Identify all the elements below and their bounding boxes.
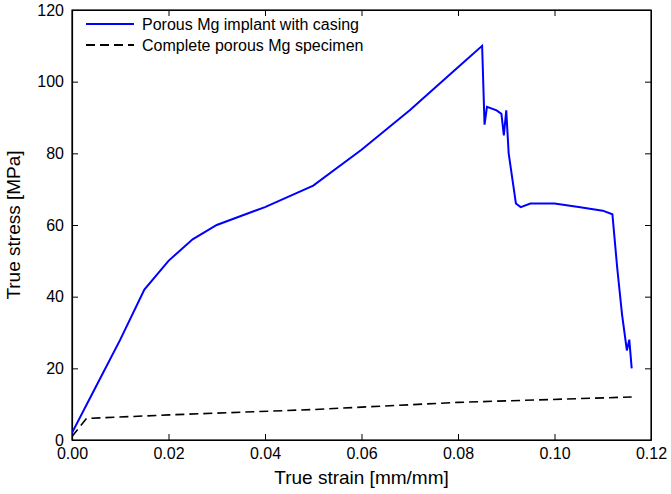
- y-right-tick: [645, 153, 651, 154]
- legend: Porous Mg implant with casing Complete po…: [86, 16, 363, 54]
- x-tick-label: 0.04: [250, 445, 281, 462]
- y-axis-title: True stress [MPa]: [3, 150, 24, 299]
- y-tick: 120: [37, 2, 78, 19]
- y-tick-mark: [72, 225, 78, 226]
- y-tick: 60: [46, 217, 78, 234]
- x-axis-line: [73, 440, 652, 441]
- y-right-tick: [645, 297, 651, 298]
- legend-item: Porous Mg implant with casing: [86, 16, 359, 33]
- y-axis-right: [645, 11, 652, 441]
- x-tick-mark: [265, 434, 266, 440]
- x-tick: 0.04: [250, 434, 281, 462]
- x-tick-mark: [169, 434, 170, 440]
- y-right-tick: [645, 368, 651, 369]
- y-right-tick-mark: [645, 368, 651, 369]
- y-tick: 100: [37, 73, 78, 90]
- plot-frame: [72, 10, 651, 440]
- x-top-tick-mark: [362, 10, 363, 16]
- series-group: [72, 46, 632, 437]
- plot: 0.000.020.040.060.080.100.12020406080100…: [37, 2, 667, 463]
- y-tick-mark: [72, 440, 78, 441]
- y-axis-right-line: [651, 11, 652, 441]
- y-tick-mark: [72, 368, 78, 369]
- y-right-tick-mark: [645, 82, 651, 83]
- y-tick-mark: [72, 10, 78, 11]
- chart: 0.000.020.040.060.080.100.12020406080100…: [0, 0, 671, 494]
- x-top-tick: [555, 10, 556, 16]
- y-tick-label: 0: [55, 432, 64, 449]
- y-right-tick-mark: [645, 153, 651, 154]
- legend-label: Complete porous Mg specimen: [142, 37, 363, 54]
- y-right-tick: [645, 10, 651, 11]
- y-tick-label: 20: [46, 360, 64, 377]
- y-tick-mark: [72, 297, 78, 298]
- x-tick: 0.10: [539, 434, 570, 462]
- x-tick: 0.06: [346, 434, 377, 462]
- x-tick-label: 0.08: [443, 445, 474, 462]
- series-line: [72, 397, 632, 436]
- y-right-tick-mark: [645, 440, 651, 441]
- y-right-tick: [645, 440, 651, 441]
- x-tick-label: 0.10: [539, 445, 570, 462]
- y-tick: 80: [46, 145, 78, 162]
- x-tick: 0.08: [443, 434, 474, 462]
- y-tick-label: 80: [46, 145, 64, 162]
- x-tick-label: 0.02: [153, 445, 184, 462]
- y-axis: 0 20 40 60 80 100 120: [37, 2, 78, 449]
- y-right-tick: [645, 82, 651, 83]
- x-tick-mark: [555, 434, 556, 440]
- x-axis: 0.000.020.040.060.080.100.12: [57, 434, 667, 462]
- x-tick-mark: [362, 434, 363, 440]
- y-tick-label: 40: [46, 288, 64, 305]
- legend-swatch: [86, 44, 134, 46]
- y-tick-label: 60: [46, 217, 64, 234]
- y-right-tick-mark: [645, 297, 651, 298]
- x-axis-title: True strain [mm/mm]: [274, 467, 449, 488]
- y-tick-mark: [72, 82, 78, 83]
- y-tick-mark: [72, 153, 78, 154]
- y-tick: 20: [46, 360, 78, 377]
- x-top-tick: [458, 10, 459, 16]
- x-tick-label: 0.06: [346, 445, 377, 462]
- y-tick-label: 100: [37, 73, 64, 90]
- legend-swatch: [86, 23, 134, 25]
- x-tick-mark: [458, 434, 459, 440]
- y-right-tick-mark: [645, 10, 651, 11]
- x-top-tick-mark: [458, 10, 459, 16]
- y-tick-label: 120: [37, 2, 64, 19]
- y-tick: 40: [46, 288, 78, 305]
- y-right-tick-mark: [645, 225, 651, 226]
- y-right-tick: [645, 225, 651, 226]
- x-top-tick: [362, 10, 363, 16]
- legend-label: Porous Mg implant with casing: [142, 16, 359, 33]
- x-tick: 0.02: [153, 434, 184, 462]
- legend-item: Complete porous Mg specimen: [86, 37, 363, 54]
- x-top-tick-mark: [555, 10, 556, 16]
- series-line: [72, 46, 632, 433]
- x-tick-label: 0.12: [636, 445, 667, 462]
